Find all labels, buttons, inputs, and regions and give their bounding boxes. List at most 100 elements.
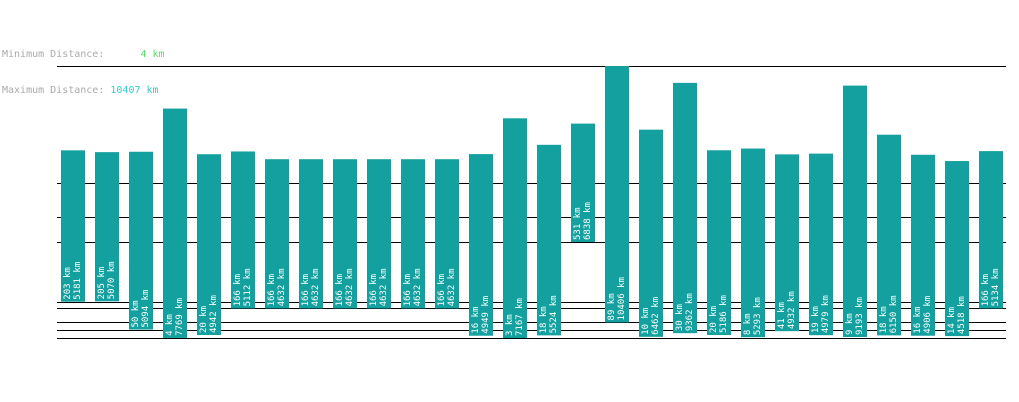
bar-high-label: 5070 km <box>107 261 117 299</box>
distance-bar-group: 3 km 7167 km <box>503 118 527 338</box>
distance-bar-group: 16 km 4906 km <box>911 154 935 336</box>
distance-bar <box>469 154 493 336</box>
min-distance-label: Minimum Distance: <box>2 49 105 60</box>
bar-low-label: 166 km <box>233 274 243 307</box>
bar-high-label: 6150 km <box>889 295 899 333</box>
distance-bar-group: 8 km 5293 km <box>741 148 765 338</box>
distance-bar-group: 166 km 5112 km <box>231 151 255 309</box>
distance-bar <box>741 148 765 338</box>
distance-bar-group: 18 km 6150 km <box>877 134 901 336</box>
distance-bar-group: 203 km 5181 km <box>61 150 85 302</box>
bar-low-label: 8 km <box>743 313 753 335</box>
bar-high-label: 5293 km <box>753 297 763 335</box>
bar-high-label: 4632 km <box>447 268 457 306</box>
bar-low-label: 19 km <box>811 306 821 333</box>
distance-bar <box>809 153 833 336</box>
distance-bar <box>435 159 459 309</box>
max-distance-line: Maximum Distance: 10407 km <box>2 85 165 97</box>
bar-low-label: 9 km <box>845 313 855 335</box>
distance-bar <box>877 134 901 336</box>
distance-bar <box>265 159 289 309</box>
distance-bar-group: 166 km 5134 km <box>979 151 1003 309</box>
bar-low-label: 30 km <box>675 304 685 331</box>
bar-high-label: 4632 km <box>311 268 321 306</box>
bar-low-label: 166 km <box>369 274 379 307</box>
bar-high-label: 5186 km <box>719 295 729 333</box>
distance-bar <box>537 144 561 336</box>
distance-bar <box>333 159 357 309</box>
bar-low-label: 89 km <box>607 293 617 320</box>
max-distance-label: Maximum Distance: <box>2 85 105 96</box>
bar-low-label: 3 km <box>505 314 515 336</box>
distance-bar <box>605 66 629 323</box>
bar-high-label: 6838 km <box>583 202 593 240</box>
distance-bar-group: 4 km 7769 km <box>163 108 187 338</box>
bar-low-label: 18 km <box>539 306 549 333</box>
distance-bar-group: 14 km 4518 km <box>945 161 969 337</box>
bar-low-label: 20 km <box>709 306 719 333</box>
bar-low-label: 10 km <box>641 308 651 335</box>
distance-bar-group: 41 km 4932 km <box>775 154 799 332</box>
bar-high-label: 4942 km <box>209 295 219 333</box>
distance-bar <box>775 154 799 332</box>
distance-bar <box>945 161 969 337</box>
distance-bar <box>299 159 323 309</box>
distance-bar-group: 166 km 4632 km <box>401 159 425 309</box>
bar-low-label: 166 km <box>437 274 447 307</box>
bar-high-label: 5134 km <box>991 268 1001 306</box>
distance-bar-group: 166 km 4632 km <box>367 159 391 309</box>
distance-bar-group: 20 km 4942 km <box>197 154 221 336</box>
distance-bar-group: 19 km 4979 km <box>809 153 833 336</box>
bar-high-label: 4632 km <box>345 268 355 306</box>
bar-low-label: 166 km <box>301 274 311 307</box>
distance-bar <box>129 151 153 330</box>
distance-bar-group: 205 km 5070 km <box>95 152 119 302</box>
bar-high-label: 9193 km <box>855 297 865 335</box>
distance-bar-group: 531 km 6838 km <box>571 123 595 242</box>
max-distance-value: 10407 km <box>110 85 159 96</box>
bar-high-label: 5112 km <box>243 268 253 306</box>
bar-low-label: 166 km <box>335 274 345 307</box>
bar-low-label: 166 km <box>981 274 991 307</box>
distance-bar-group: 9 km 9193 km <box>843 85 867 338</box>
bar-series: 203 km 5181 km 205 km 5070 km 50 km 5094 km 4 … <box>61 66 1003 338</box>
bar-high-label: 4518 km <box>957 296 967 334</box>
bar-high-label: 4906 km <box>923 296 933 334</box>
bar-low-label: 18 km <box>879 306 889 333</box>
bar-high-label: 5181 km <box>73 262 83 300</box>
min-distance-value: 4 km <box>140 49 165 60</box>
bar-high-label: 6462 km <box>651 297 661 335</box>
bar-high-label: 5094 km <box>141 290 151 328</box>
distance-bar <box>673 82 697 334</box>
distance-bar <box>61 150 85 302</box>
distance-bar-group: 16 km 4949 km <box>469 154 493 336</box>
min-distance-line: Minimum Distance: 4 km <box>2 49 165 61</box>
distance-bar-group: 166 km 4632 km <box>299 159 323 309</box>
bar-high-label: 4979 km <box>821 295 831 333</box>
bar-low-label: 14 km <box>947 307 957 334</box>
distance-bar <box>503 118 527 338</box>
bar-high-label: 10406 km <box>617 277 627 320</box>
distance-bar-group: 166 km 4632 km <box>265 159 289 309</box>
distance-bar <box>639 129 663 337</box>
bar-low-label: 16 km <box>471 307 481 334</box>
distance-bar-group: 166 km 4632 km <box>435 159 459 309</box>
distance-bar <box>571 123 595 242</box>
bar-high-label: 9362 km <box>685 293 695 331</box>
distance-bar <box>197 154 221 336</box>
bar-high-label: 4949 km <box>481 296 491 334</box>
bar-low-label: 50 km <box>131 300 141 327</box>
bar-low-label: 41 km <box>777 302 787 329</box>
bar-low-label: 205 km <box>97 267 107 300</box>
distance-bar <box>911 154 935 336</box>
bar-high-label: 4632 km <box>413 268 423 306</box>
bar-high-label: 7769 km <box>175 298 185 336</box>
bar-high-label: 4632 km <box>379 268 389 306</box>
bar-high-label: 7167 km <box>515 298 525 336</box>
distance-bar <box>367 159 391 309</box>
bar-low-label: 166 km <box>403 274 413 307</box>
distance-bar-group: 30 km 9362 km <box>673 82 697 334</box>
distance-bar <box>231 151 255 309</box>
bar-low-label: 203 km <box>63 267 73 300</box>
